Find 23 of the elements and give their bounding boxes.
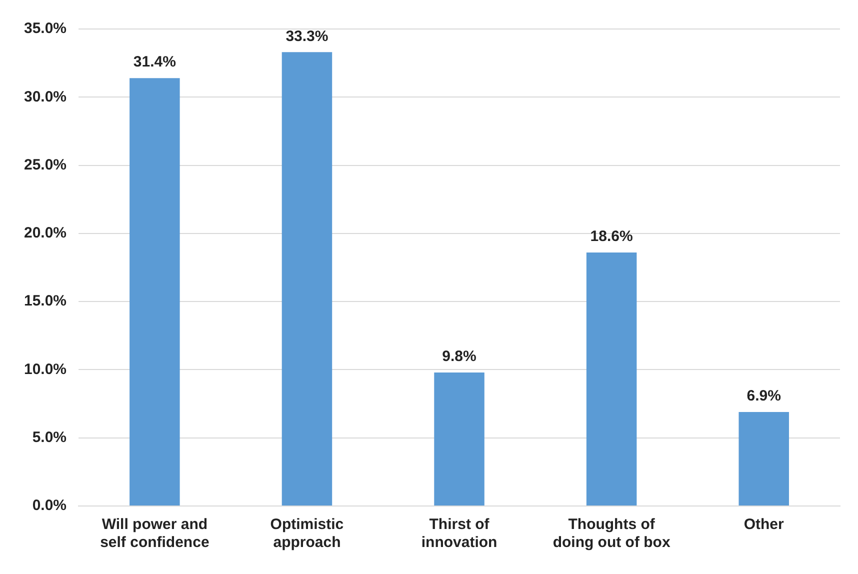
x-tick-label: Will power and self confidence — [100, 516, 210, 552]
y-tick-label: 30.0% — [24, 88, 67, 106]
data-label: 9.8% — [442, 348, 476, 366]
y-tick-label: 15.0% — [24, 292, 67, 310]
x-tick-label: Thoughts of doing out of box — [552, 516, 671, 552]
bar — [282, 52, 332, 506]
y-tick-label: 0.0% — [32, 497, 67, 514]
data-label: 6.9% — [746, 388, 781, 405]
y-tick-label: 25.0% — [24, 156, 67, 174]
y-tick-label: 10.0% — [24, 360, 67, 378]
data-label: 31.4% — [133, 54, 176, 71]
data-label: 18.6% — [590, 228, 633, 246]
y-tick-label: 20.0% — [24, 224, 67, 242]
bar — [586, 252, 637, 506]
data-label: 33.3% — [286, 28, 328, 45]
y-tick-label: 5.0% — [32, 429, 67, 446]
bar — [130, 78, 180, 506]
y-tick-label: 35.0% — [24, 20, 67, 38]
bar — [738, 412, 789, 506]
x-tick-label: Optimistic approach — [270, 516, 344, 552]
bar — [434, 372, 484, 506]
x-tick-label: Thirst of innovation — [421, 516, 498, 552]
x-tick-label: Other — [744, 516, 784, 534]
